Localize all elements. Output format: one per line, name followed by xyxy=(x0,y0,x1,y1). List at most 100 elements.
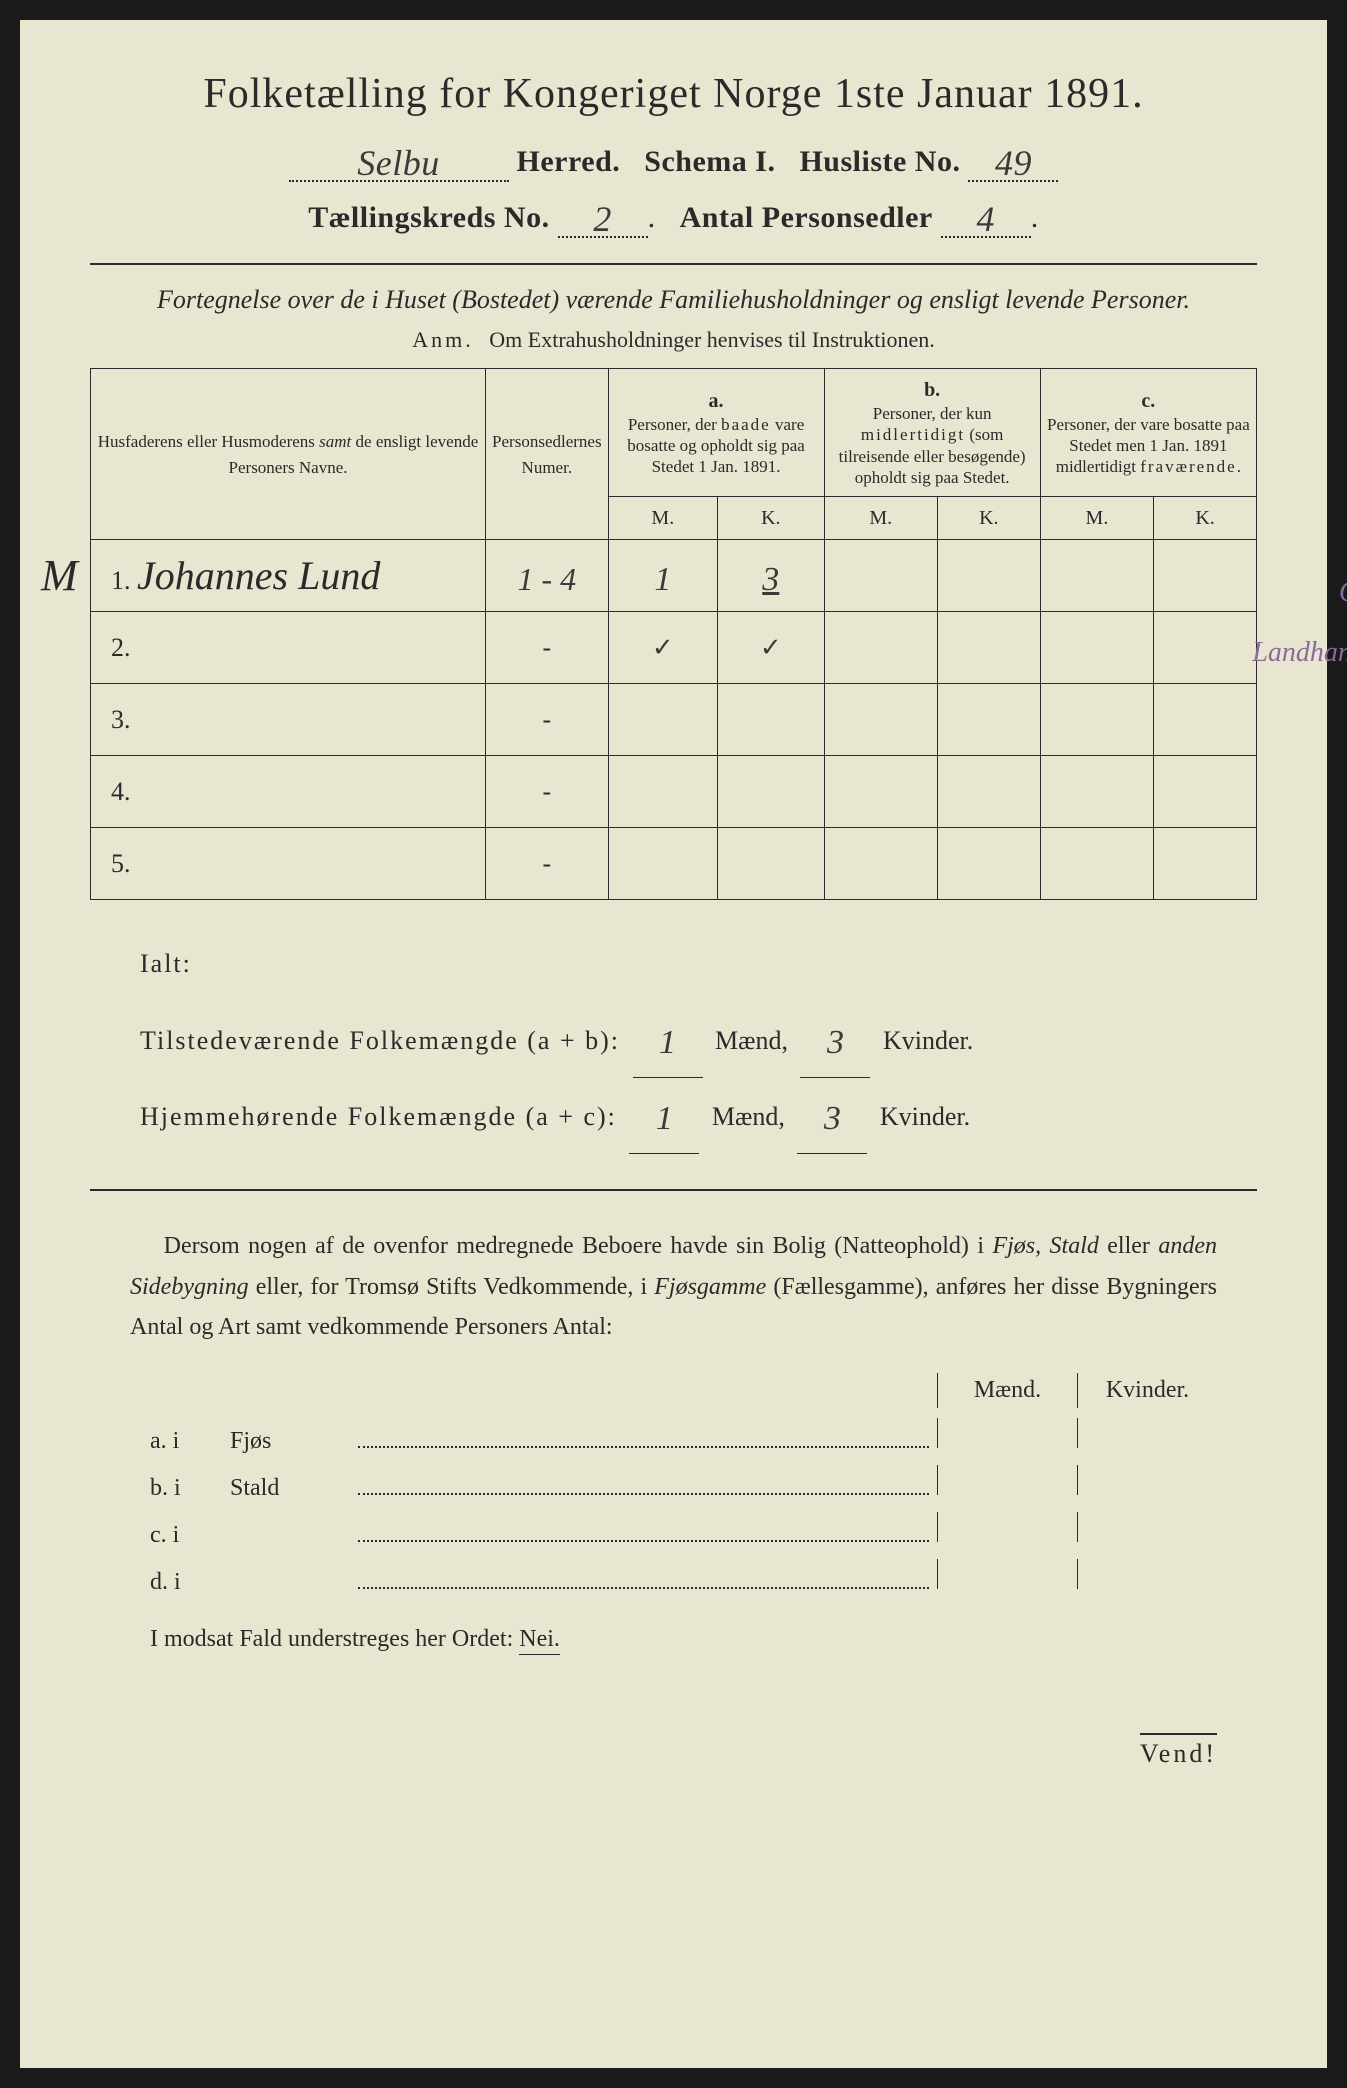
row-numer: - xyxy=(486,684,609,756)
present-k: 3 xyxy=(827,1006,844,1081)
row-c_m xyxy=(1040,540,1153,612)
row-a_m xyxy=(608,828,718,900)
row-numer: - xyxy=(486,756,609,828)
side-buildings-list: a. i Fjøs b. i Stald c. i d. i xyxy=(150,1418,1217,1596)
row-numer: - xyxy=(486,612,609,684)
subtitle: Fortegnelse over de i Huset (Bostedet) v… xyxy=(90,280,1257,319)
sb-a-dots xyxy=(358,1446,929,1448)
anm-text: Om Extrahusholdninger henvises til Instr… xyxy=(489,327,934,352)
row-c_m xyxy=(1040,684,1153,756)
row-name: Johannes Lund xyxy=(137,553,380,598)
col-a-m: M. xyxy=(608,497,718,540)
divider-2 xyxy=(90,1189,1257,1191)
row-c_m xyxy=(1040,828,1153,900)
col-b-m: M. xyxy=(824,497,937,540)
totals-block: Ialt: Tilstedeværende Folkemængde (a + b… xyxy=(140,935,1257,1154)
row-a_k xyxy=(718,684,824,756)
row-numer: - xyxy=(486,828,609,900)
totals-present-line: Tilstedeværende Folkemængde (a + b): 1 M… xyxy=(140,1002,1257,1078)
col-a-letter: a. xyxy=(615,388,818,414)
totals-resident-line: Hjemmehørende Folkemængde (a + c): 1 Mæn… xyxy=(140,1078,1257,1154)
row-name-cell: 4. xyxy=(91,756,486,828)
table-row: M1. Johannes Lund1 - 413 xyxy=(91,540,1257,612)
main-table: Husfaderens eller Husmoderens samt de en… xyxy=(90,368,1257,900)
col-c-k: K. xyxy=(1154,497,1257,540)
side-building-paragraph: Dersom nogen af de ovenfor medregnede Be… xyxy=(130,1226,1217,1348)
col-c-letter: c. xyxy=(1047,388,1250,414)
ialt-label: Ialt: xyxy=(140,935,1257,992)
anm-line: Anm. Om Extrahusholdninger henvises til … xyxy=(90,327,1257,353)
vend-label: Vend! xyxy=(1140,1733,1217,1769)
sedler-label: Antal Personsedler xyxy=(680,201,933,234)
main-table-wrap: Husfaderens eller Husmoderens samt de en… xyxy=(90,368,1257,900)
header-line-2: Tællingskreds No. 2. Antal Personsedler … xyxy=(90,194,1257,238)
sb-b-dots xyxy=(358,1493,929,1495)
row-a_m: ✓ xyxy=(608,612,718,684)
row-name-cell: M1. Johannes Lund xyxy=(91,540,486,612)
row-number: 3. xyxy=(111,705,131,734)
row-a_k: 3 xyxy=(718,540,824,612)
present-m: 1 xyxy=(659,1006,676,1081)
mk-header: Mænd. Kvinder. xyxy=(90,1373,1217,1408)
row-number: 5. xyxy=(111,849,131,878)
kvinder-label-2: Kvinder. xyxy=(880,1102,970,1131)
row-b_k xyxy=(937,828,1040,900)
row-number: 4. xyxy=(111,777,131,806)
row-b_m xyxy=(824,828,937,900)
table-row: 5. - xyxy=(91,828,1257,900)
row-a_k: ✓ xyxy=(718,612,824,684)
col-header-numer: Personsedlernes Numer. xyxy=(486,369,609,540)
col-b-letter: b. xyxy=(831,377,1034,403)
row-c_k xyxy=(1154,540,1257,612)
sb-a-label: a. i xyxy=(150,1428,230,1455)
row-a_m xyxy=(608,756,718,828)
col-c-m: M. xyxy=(1040,497,1153,540)
sb-b-label: b. i xyxy=(150,1475,230,1502)
schema-label: Schema I. xyxy=(644,145,775,178)
herred-label: Herred. xyxy=(517,145,621,178)
sb-row-b: b. i Stald xyxy=(150,1465,1217,1502)
sb-c-label: c. i xyxy=(150,1522,230,1549)
row-number: 1. xyxy=(111,566,137,595)
margin-note-top: Gbrg xyxy=(1339,578,1347,609)
col-header-c: c. Personer, der vare bosatte paa Stedet… xyxy=(1040,369,1256,497)
row-b_k xyxy=(937,756,1040,828)
row-a_m xyxy=(608,684,718,756)
header-line-1: Selbu Herred. Schema I. Husliste No. 49 xyxy=(90,138,1257,182)
sb-d-dots xyxy=(358,1587,929,1589)
sb-row-a: a. i Fjøs xyxy=(150,1418,1217,1455)
row-c_k xyxy=(1154,828,1257,900)
row-a_m: 1 xyxy=(608,540,718,612)
present-label: Tilstedeværende Folkemængde (a + b): xyxy=(140,1026,620,1055)
row-b_k xyxy=(937,540,1040,612)
husliste-label: Husliste No. xyxy=(799,145,960,178)
col-b-k: K. xyxy=(937,497,1040,540)
leading-letter: M xyxy=(41,550,78,601)
nei-prefix: I modsat Fald understreges her Ordet: xyxy=(150,1626,519,1652)
row-b_m xyxy=(824,684,937,756)
row-b_m xyxy=(824,540,937,612)
resident-label: Hjemmehørende Folkemængde (a + c): xyxy=(140,1102,617,1131)
row-c_k xyxy=(1154,756,1257,828)
kreds-label: Tællingskreds No. xyxy=(308,201,549,234)
resident-k: 3 xyxy=(824,1082,841,1157)
nei-word: Nei. xyxy=(519,1626,560,1655)
col-header-b: b. Personer, der kun midlertidigt (som t… xyxy=(824,369,1040,497)
col-a-k: K. xyxy=(718,497,824,540)
maend-label-1: Mænd, xyxy=(715,1026,788,1055)
resident-m: 1 xyxy=(656,1082,673,1157)
row-name-cell: 3. xyxy=(91,684,486,756)
col-header-names: Husfaderens eller Husmoderens samt de en… xyxy=(91,369,486,540)
table-row: 2. -✓✓ xyxy=(91,612,1257,684)
sb-d-label: d. i xyxy=(150,1569,230,1596)
sb-a-name: Fjøs xyxy=(230,1428,350,1455)
maend-label-2: Mænd, xyxy=(712,1102,785,1131)
kreds-value: 2 xyxy=(593,198,612,240)
row-b_k xyxy=(937,684,1040,756)
sedler-value: 4 xyxy=(976,198,995,240)
page-title: Folketælling for Kongeriget Norge 1ste J… xyxy=(90,70,1257,118)
col-header-a: a. Personer, der baade vare bosatte og o… xyxy=(608,369,824,497)
row-number: 2. xyxy=(111,633,131,662)
table-row: 4. - xyxy=(91,756,1257,828)
sb-b-name: Stald xyxy=(230,1475,350,1502)
